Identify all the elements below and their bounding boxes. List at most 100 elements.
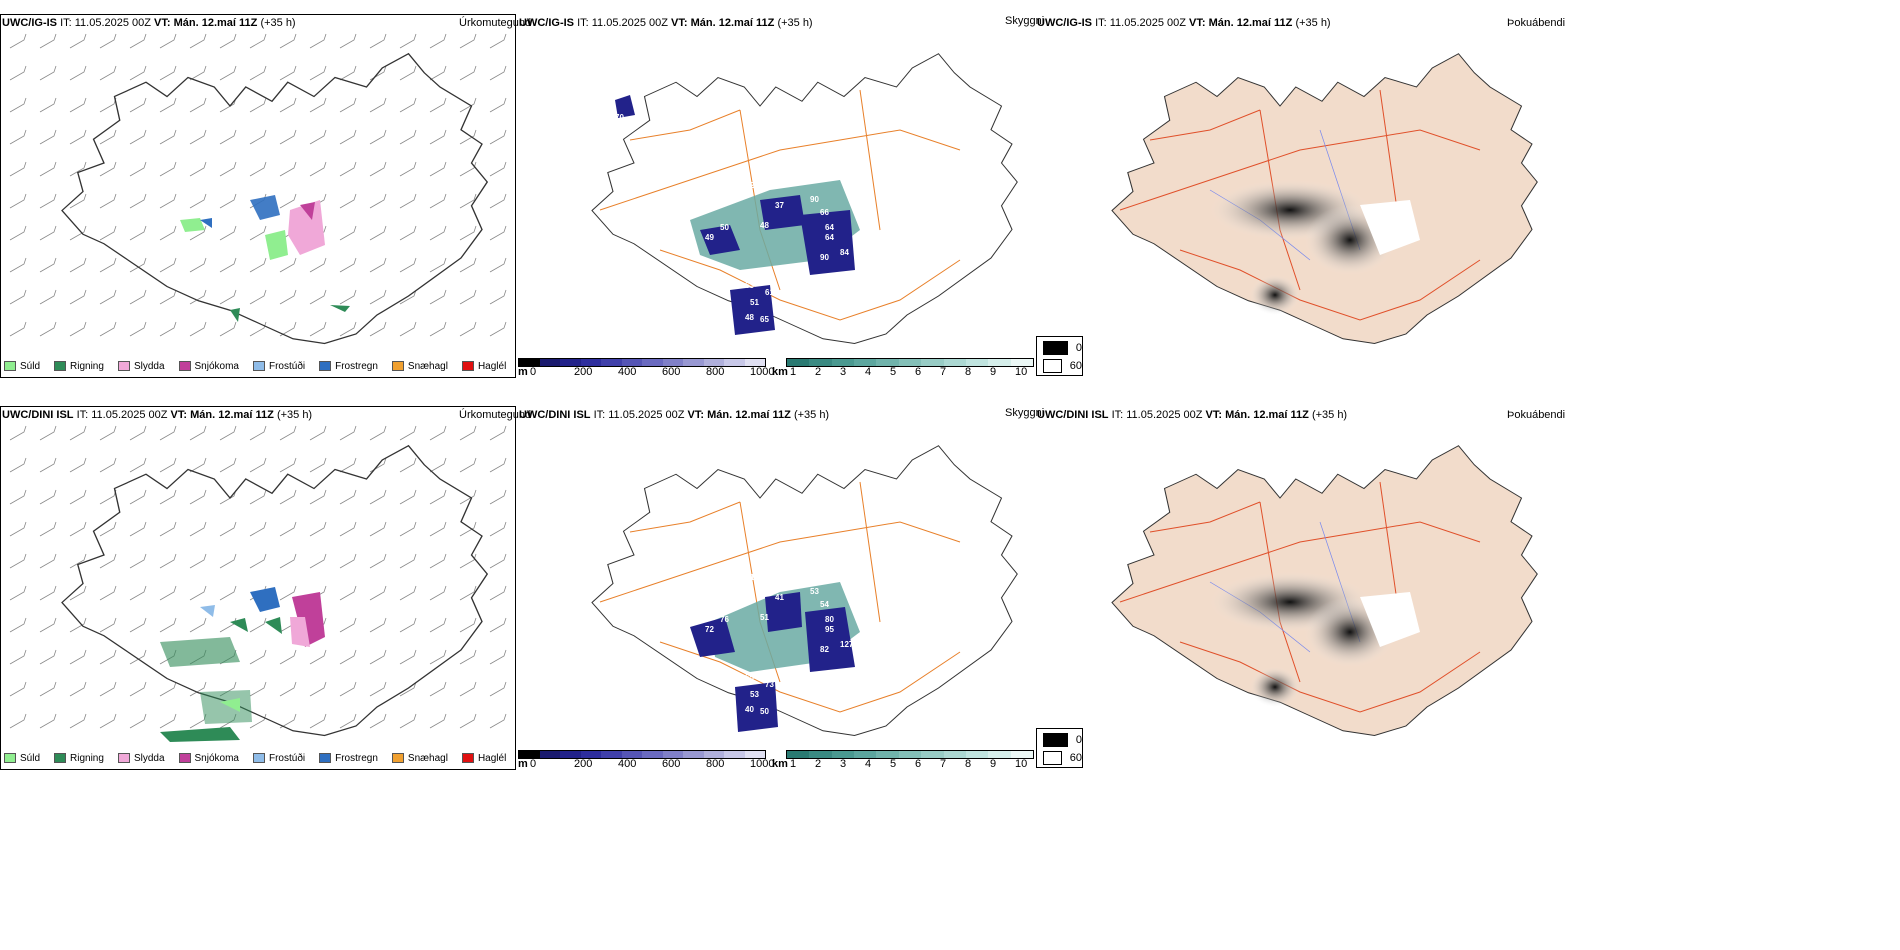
wind-barb [159, 225, 177, 241]
wind-barb [129, 713, 147, 729]
wind-barb [159, 257, 177, 273]
wind-barb [129, 33, 147, 49]
wind-barb [459, 161, 477, 177]
colorbar-tick: 1000 [750, 758, 775, 770]
wind-barb [69, 521, 87, 537]
wind-barb [219, 129, 237, 145]
wind-barb [249, 289, 267, 305]
wind-barb [339, 33, 357, 49]
precip-areas [160, 587, 325, 742]
wind-barb [459, 649, 477, 665]
colorbar-tick: 0 [530, 366, 537, 378]
wind-barb [309, 425, 327, 441]
wind-barb [69, 457, 87, 473]
visibility-value-label: 76 [720, 615, 729, 624]
colorbar-tick: 600 [662, 366, 681, 378]
wind-barb [309, 553, 327, 569]
colorbar-tick: 3 [840, 366, 847, 378]
wind-barb [459, 193, 477, 209]
wind-barb [219, 553, 237, 569]
visibility-value-label: 51 [750, 298, 759, 307]
wind-barb [489, 649, 507, 665]
wind-barb [339, 97, 357, 113]
wind-barb [459, 321, 477, 337]
wind-barb [399, 289, 417, 305]
visibility-value-label: 64 [825, 223, 834, 232]
visibility-value-label: 48 [760, 221, 769, 230]
precip-type-map-top [9, 33, 507, 345]
wind-barb [459, 617, 477, 633]
wind-barb [369, 489, 387, 505]
wind-barb [189, 713, 207, 729]
wind-barb [309, 257, 327, 273]
visibility-value-label: 127 [840, 640, 854, 649]
wind-barb [69, 681, 87, 697]
wind-barb [339, 225, 357, 241]
wind-barb [279, 193, 297, 209]
wind-barb [369, 713, 387, 729]
wind-barb [69, 225, 87, 241]
wind-barb [489, 97, 507, 113]
colorbar-tick: 2 [815, 758, 822, 770]
wind-barb [369, 257, 387, 273]
visibility-value-label: 41 [775, 593, 784, 602]
wind-barb [369, 425, 387, 441]
visibility-value-label: 37 [775, 201, 784, 210]
wind-barb [399, 193, 417, 209]
colorbar-km-bottom [786, 750, 1034, 759]
colorbar-tick: 1000 [750, 366, 775, 378]
wind-barb [99, 617, 117, 633]
wind-barb [39, 521, 57, 537]
wind-barb [429, 321, 447, 337]
wind-barb [429, 65, 447, 81]
wind-barb [309, 129, 327, 145]
wind-barb [129, 649, 147, 665]
colorbar-tick: 800 [706, 758, 725, 770]
wind-barb [339, 129, 357, 145]
wind-barb [369, 617, 387, 633]
wind-barb [129, 553, 147, 569]
wind-barb [39, 225, 57, 241]
wind-barb [39, 649, 57, 665]
wind-barb [369, 585, 387, 601]
wind-barb [129, 193, 147, 209]
wind-barb [219, 161, 237, 177]
colorbar-km-unit-2: km [772, 758, 788, 770]
wind-barb [429, 289, 447, 305]
wind-barb [339, 489, 357, 505]
colorbar-tick: 9 [990, 758, 997, 770]
wind-barb [9, 521, 27, 537]
wind-barb [249, 225, 267, 241]
wind-barb [249, 425, 267, 441]
wind-barb [459, 681, 477, 697]
visibility-value-label: 40 [745, 705, 754, 714]
wind-barb [489, 225, 507, 241]
wind-barb [219, 585, 237, 601]
wind-barb [219, 225, 237, 241]
panel-header-bottom-mid: UWC/DINI ISL IT: 11.05.2025 00Z VT: Mán.… [519, 409, 830, 421]
wind-barb [9, 289, 27, 305]
wind-barb [339, 521, 357, 537]
wind-barb [99, 457, 117, 473]
panel-header-bottom-right: UWC/DINI ISL IT: 11.05.2025 00Z VT: Mán.… [1037, 409, 1348, 421]
visibility-value-label: 54 [820, 600, 829, 609]
wind-barb [159, 65, 177, 81]
init-time: IT: 11.05.2025 00Z [60, 17, 151, 29]
wind-barb [69, 649, 87, 665]
wind-barb [189, 553, 207, 569]
wind-barb [39, 681, 57, 697]
wind-barb [129, 681, 147, 697]
precip-legend-bottom: Súld Rigning Slydda Snjókoma Frostúði Fr… [4, 750, 520, 766]
wind-barb [309, 65, 327, 81]
wind-barb [99, 193, 117, 209]
wind-barb [459, 457, 477, 473]
wind-barb [9, 553, 27, 569]
wind-barb [9, 65, 27, 81]
wind-barb [159, 193, 177, 209]
visibility-value-label: 90 [810, 195, 819, 204]
wind-barb [159, 321, 177, 337]
wind-barb [489, 553, 507, 569]
wind-barb [429, 161, 447, 177]
